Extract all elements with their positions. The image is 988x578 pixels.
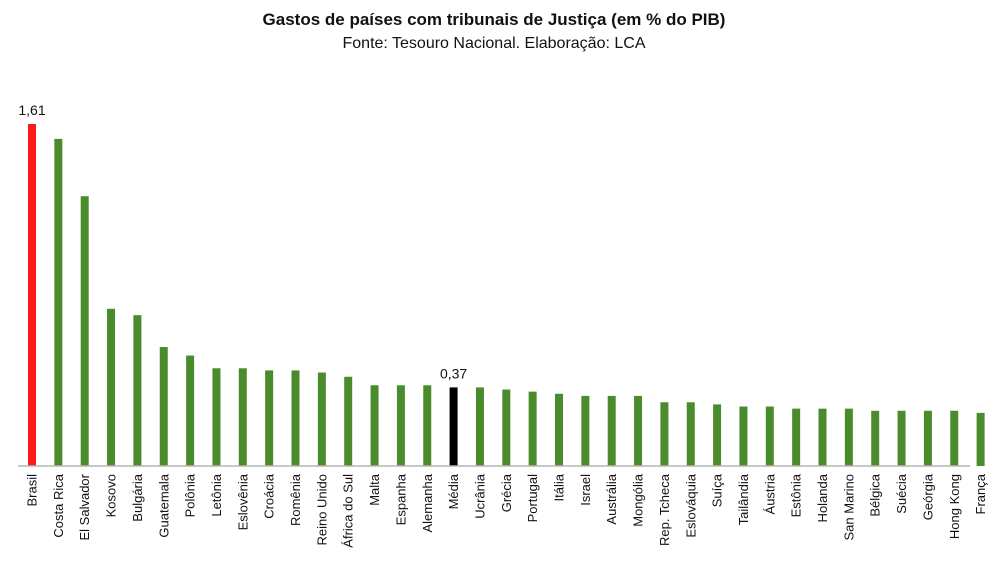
category-label-israel: Israel: [578, 474, 593, 506]
bar-media: [449, 387, 458, 466]
bar-el-salvador: [80, 196, 89, 466]
category-label-mongolia: Mongólia: [631, 473, 646, 527]
bar-belgica: [871, 410, 880, 466]
category-label-holanda: Holanda: [815, 473, 830, 522]
bar-suica: [713, 404, 722, 466]
category-label-eslovenia: Eslovênia: [235, 473, 250, 530]
bar-brasil: [28, 124, 36, 466]
category-label-rep-tcheca: Rep. Tcheca: [657, 473, 672, 546]
bar-letonia: [212, 368, 221, 466]
bar-malta: [370, 385, 379, 466]
category-label-hong-kong: Hong Kong: [947, 474, 962, 539]
bar-eslovaquia: [686, 402, 695, 466]
category-label-alemanha: Alemanha: [420, 473, 435, 532]
category-label-estonia: Estônia: [789, 473, 804, 517]
category-label-san-marino: San Marino: [841, 474, 856, 540]
category-label-brasil: Brasil: [25, 474, 40, 507]
category-label-bulgaria: Bulgária: [130, 473, 145, 521]
category-label-africa-do-sul: África do Sul: [341, 474, 356, 548]
category-label-costa-rica: Costa Rica: [51, 473, 66, 537]
bar-polonia: [186, 355, 195, 466]
category-labels-group: Brasil Costa Rica El Salvador Kosovo Bulgári…: [25, 473, 988, 547]
bar-georgia: [923, 410, 932, 466]
data-label-media: 0,37: [440, 365, 467, 381]
bar-ucrania: [475, 387, 484, 466]
bar-guatemala: [159, 347, 168, 466]
bars-group: [28, 124, 985, 466]
category-label-georgia: Geórgia: [920, 473, 935, 520]
bar-croacia: [265, 370, 274, 466]
bar-rep-tcheca: [660, 402, 669, 466]
bar-austria: [765, 406, 774, 466]
category-label-suica: Suíça: [710, 473, 725, 507]
bar-holanda: [818, 408, 827, 466]
category-label-guatemala: Guatemala: [156, 473, 171, 537]
bar-israel: [581, 395, 590, 466]
category-label-portugal: Portugal: [525, 474, 540, 523]
category-label-grecia: Grécia: [499, 473, 514, 512]
bar-costa-rica: [54, 138, 63, 466]
bar-australia: [607, 395, 616, 466]
category-label-polonia: Polônia: [183, 473, 198, 517]
bar-portugal: [528, 391, 537, 466]
bar-estonia: [792, 408, 801, 466]
bar-eslovenia: [238, 368, 247, 466]
category-label-croacia: Croácia: [262, 473, 277, 519]
bar-franca: [976, 412, 985, 466]
bar-romenia: [291, 370, 300, 466]
category-label-tailandia: Tailândia: [736, 473, 751, 525]
data-labels-group: 1,61 0,37: [18, 102, 467, 381]
bar-reino-unido: [317, 372, 326, 466]
category-label-australia: Austrália: [604, 473, 619, 524]
category-label-espanha: Espanha: [393, 473, 408, 525]
chart-title: Gastos de países com tribunais de Justiç…: [262, 10, 726, 29]
category-label-romenia: Romênia: [288, 473, 303, 526]
bar-africa-do-sul: [344, 376, 353, 466]
data-label-brasil: 1,61: [18, 102, 45, 118]
category-label-belgica: Bélgica: [868, 473, 883, 516]
bar-hong-kong: [950, 410, 959, 466]
category-label-el-salvador: El Salvador: [77, 473, 92, 540]
bar-grecia: [502, 389, 511, 466]
category-label-eslovaquia: Eslováquia: [683, 473, 698, 537]
category-label-austria: Áustria: [762, 473, 777, 514]
bar-san-marino: [844, 408, 853, 466]
bar-mongolia: [634, 395, 643, 466]
bar-alemanha: [423, 385, 432, 466]
category-label-suecia: Suécia: [894, 473, 909, 514]
category-label-malta: Malta: [367, 473, 382, 506]
category-label-reino-unido: Reino Unido: [314, 474, 329, 546]
bar-italia: [555, 393, 563, 466]
bar-bulgaria: [133, 315, 142, 466]
bar-tailandia: [739, 406, 748, 466]
category-label-letonia: Letônia: [209, 473, 224, 516]
chart-subtitle: Fonte: Tesouro Nacional. Elaboração: LCA: [342, 35, 646, 52]
bar-espanha: [396, 385, 405, 466]
category-label-franca: França: [973, 473, 988, 514]
bar-kosovo: [107, 308, 116, 466]
category-label-italia: Itália: [552, 473, 567, 501]
category-label-ucrania: Ucrânia: [472, 473, 487, 519]
category-label-media: Média: [446, 473, 461, 509]
bar-suecia: [897, 410, 906, 466]
category-label-kosovo: Kosovo: [104, 474, 119, 517]
